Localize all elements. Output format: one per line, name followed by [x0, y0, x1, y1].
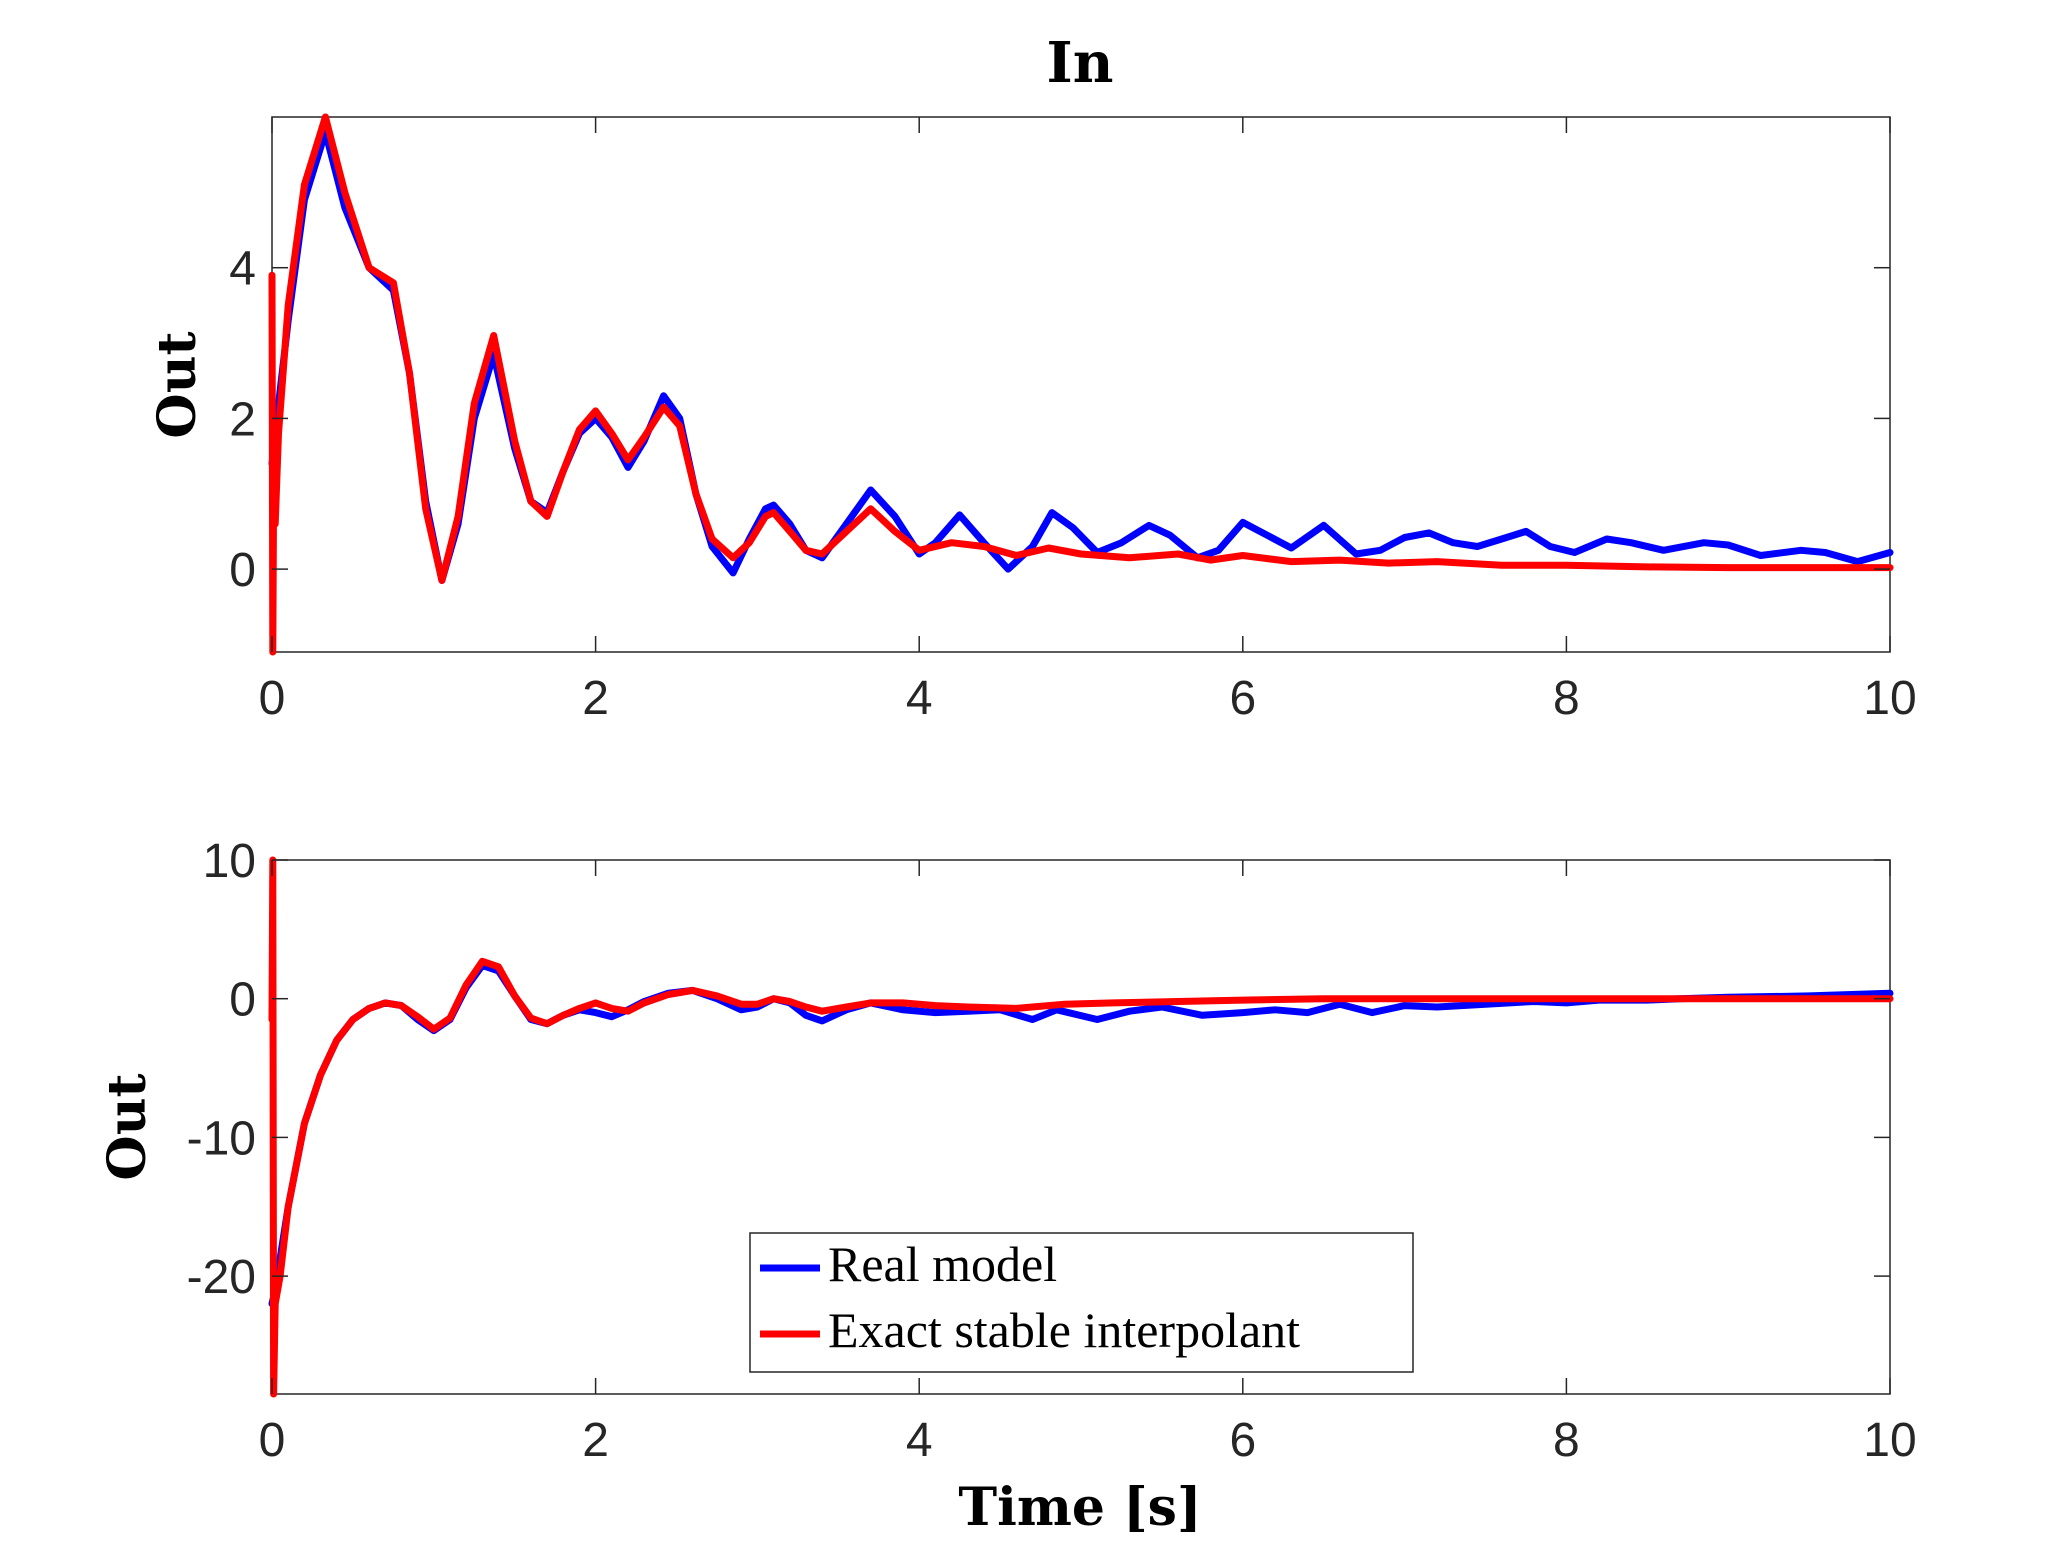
bottom-axes: 0 2 4 6 8 10 10 0 -10 -20 Out Time [s] Real model…: [97, 835, 1917, 1538]
top-x-tick-label: 6: [1229, 672, 1256, 725]
top-x-tick-label: 10: [1863, 672, 1916, 725]
top-x-tick-label: 4: [906, 672, 933, 725]
top-y-tick-label: 2: [229, 393, 256, 446]
top-series-line-real-model: [268, 128, 1894, 584]
legend-label-exact-stable-interpolant: Exact stable interpolant: [828, 1302, 1300, 1358]
top-y-tick-label: 0: [229, 544, 256, 597]
bottom-x-tick-label: 8: [1553, 1414, 1580, 1467]
bottom-y-tick-label: -20: [187, 1251, 256, 1304]
bottom-x-tick-label: 10: [1863, 1414, 1916, 1467]
bottom-x-axis-label: Time [s]: [958, 1477, 1201, 1538]
bottom-x-tick-label: 4: [906, 1414, 933, 1467]
bottom-tick-group: 0 2 4 6 8 10 10 0 -10 -20: [187, 835, 1917, 1467]
top-plot-frame: [271, 116, 1891, 653]
bottom-y-tick-label: 0: [229, 974, 256, 1027]
bottom-y-tick-label: 10: [203, 835, 256, 888]
top-x-tick-label: 0: [259, 672, 286, 725]
top-series-line-exact-stable-interpolant: [268, 113, 1894, 656]
bottom-x-tick-label: 6: [1229, 1414, 1256, 1467]
bottom-x-tick-label: 2: [582, 1414, 609, 1467]
bottom-series-line-exact-stable-interpolant: [268, 856, 1894, 1398]
top-chart-title: In: [1047, 30, 1114, 96]
top-y-tick-label: 4: [229, 243, 256, 296]
legend: Real model Exact stable interpolant: [749, 1232, 1414, 1373]
top-x-tick-label: 2: [582, 672, 609, 725]
legend-label-real-model: Real model: [828, 1236, 1057, 1292]
bottom-y-tick-label: -10: [187, 1112, 256, 1165]
top-y-axis-label: Out: [147, 331, 208, 438]
top-series-group: [268, 113, 1894, 656]
top-x-tick-label: 8: [1553, 672, 1580, 725]
bottom-x-tick-label: 0: [259, 1414, 286, 1467]
top-axes: 0 2 4 6 8 10 0 2 4 In Out: [147, 30, 1917, 725]
bottom-series-group: [268, 856, 1894, 1398]
legend-box: [749, 1232, 1414, 1373]
top-tick-group: 0 2 4 6 8 10 0 2 4: [229, 117, 1917, 725]
bottom-y-axis-label: Out: [97, 1073, 158, 1180]
